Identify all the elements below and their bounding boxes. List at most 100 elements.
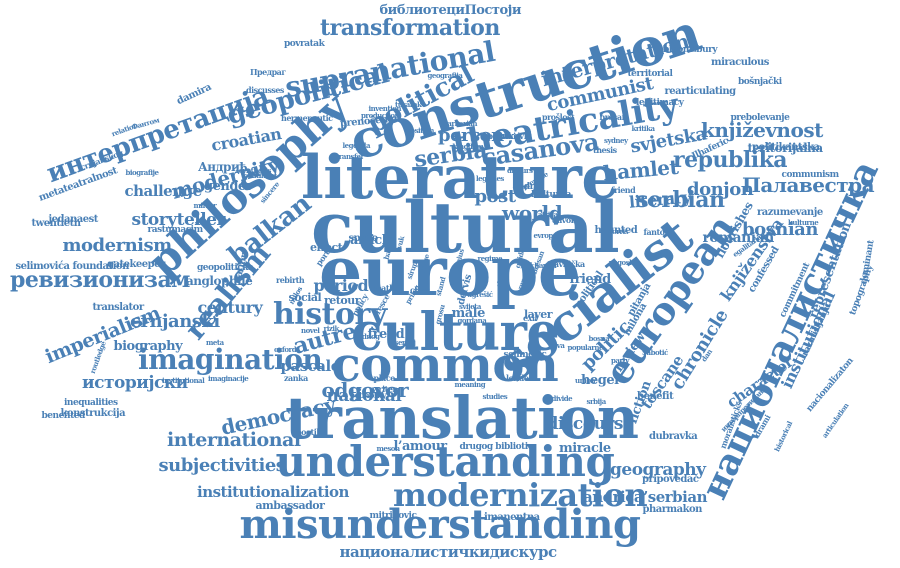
cloud-word: national — [326, 385, 402, 406]
cloud-word: Предраг — [250, 67, 286, 77]
cloud-word: retour — [324, 293, 361, 307]
cloud-word: world — [502, 201, 563, 225]
cloud-word: effect — [310, 240, 343, 254]
cloud-word: subjectivities — [158, 455, 286, 476]
cloud-word: teritorijalna — [747, 141, 824, 155]
cloud-word: tusarak — [395, 99, 422, 109]
cloud-word: imagination — [138, 343, 323, 376]
cloud-word: transfer — [336, 151, 364, 161]
cloud-word: bresan — [599, 112, 628, 122]
cloud-word: sergej — [394, 337, 416, 347]
cloud-word: meaning — [454, 379, 486, 389]
cloud-word: production — [361, 110, 400, 120]
cloud-word: transformation — [320, 15, 500, 41]
cloud-word: communism — [781, 169, 840, 180]
cloud-word: историјски — [82, 372, 188, 393]
cloud-word: london — [506, 373, 534, 383]
cloud-word: union — [575, 375, 596, 385]
cloud-word: challenge — [124, 181, 203, 200]
cloud-word: synthesis — [239, 165, 271, 175]
cloud-word: diskurs — [507, 165, 533, 175]
cloud-word: benefited — [41, 410, 86, 421]
cloud-word: ревизионизам — [10, 267, 190, 293]
cloud-word: prebolevanje — [730, 112, 790, 123]
cloud-word: legacies — [476, 173, 504, 183]
cloud-word: class — [410, 285, 430, 295]
cloud-word: place — [373, 373, 396, 383]
cloud-word: bošnjački — [738, 76, 782, 87]
cloud-word: literature — [301, 143, 620, 213]
cloud-word: kingdom — [452, 141, 484, 151]
cloud-word: inequalities — [64, 397, 118, 408]
cloud-word: drugog bibliotic — [459, 441, 534, 452]
cloud-word: Андрић — [198, 160, 248, 174]
cloud-word: ugrešić — [467, 289, 493, 299]
cloud-word: person — [438, 125, 504, 146]
cloud-word: common — [331, 337, 559, 393]
cloud-word: rizik — [323, 323, 340, 333]
cloud-word: writer — [372, 384, 397, 394]
cloud-word: continent — [243, 170, 278, 180]
cloud-word: kulturne — [788, 217, 819, 227]
cloud-word: territorial — [627, 68, 673, 79]
cloud-word: biografije — [125, 167, 160, 177]
cloud-word: odgovor — [321, 378, 409, 402]
cloud-word: novel — [301, 325, 320, 335]
cloud-word: travnička — [547, 259, 585, 269]
cloud-word: romanian — [702, 230, 775, 246]
cloud-word: andrić — [512, 181, 543, 192]
cloud-word: националистичкидискурс — [339, 542, 558, 561]
cloud-word: petrović — [487, 131, 521, 141]
cloud-word: jednog — [356, 331, 380, 341]
cloud-word: institutionalization — [197, 482, 349, 501]
cloud-word: srbija — [586, 396, 607, 406]
cloud-word: party — [611, 355, 629, 365]
cloud-word: discusses — [246, 85, 284, 95]
cloud-word: articulation — [819, 400, 851, 440]
cloud-word: international — [167, 428, 301, 451]
cloud-word: kulturna — [531, 189, 572, 200]
cloud-word: l’amour — [393, 438, 448, 454]
cloud-word: Палавестра — [742, 173, 875, 197]
cloud-word: period — [313, 276, 369, 295]
cloud-word: layer — [524, 307, 553, 321]
cloud-word: gordana — [457, 315, 487, 325]
cloud-word: africa — [538, 209, 558, 219]
cloud-word: europe — [319, 232, 581, 312]
cloud-word: politikantska — [752, 142, 820, 153]
cloud-word: selimovića foundation — [15, 261, 130, 272]
cloud-word: chapter — [530, 260, 558, 270]
cloud-word: serbian — [636, 187, 725, 213]
cloud-word: bosna — [588, 333, 610, 343]
cloud-word: prošlost — [542, 112, 575, 122]
cloud-word: regime — [477, 253, 503, 263]
cloud-word: space — [348, 233, 379, 244]
cloud-word: kritika — [631, 123, 655, 133]
cloud-word: selimovic — [503, 349, 547, 360]
cloud-word: Šabotić — [642, 347, 668, 357]
cloud-word: friend — [569, 271, 612, 287]
cloud-word: miraculous — [711, 57, 769, 68]
cloud-word: bosnian — [742, 219, 818, 240]
cloud-word: dubravka — [649, 431, 698, 442]
cloud-word: zanka — [284, 373, 308, 383]
cloud-word: crnjanski — [130, 311, 220, 332]
cloud-word: haunted — [594, 225, 638, 236]
cloud-word: библиотециПостоји — [379, 2, 522, 18]
cloud-word: norris — [607, 226, 629, 236]
cloud-word: barbarian — [443, 118, 478, 128]
cloud-word: sydney — [604, 135, 628, 145]
cloud-word: translation — [285, 384, 639, 452]
cloud-word: storyteller — [131, 209, 226, 230]
cloud-word: cultural — [311, 186, 620, 269]
cloud-word: mirror — [193, 200, 217, 210]
cloud-word: razumevanje — [757, 207, 823, 218]
cloud-word: geography — [610, 459, 706, 480]
cloud-word: economy — [350, 390, 387, 400]
cloud-word: gatekeeper — [107, 259, 165, 270]
cloud-word: translator — [92, 302, 145, 313]
cloud-word: studies — [482, 391, 508, 401]
cloud-word: republika — [673, 147, 788, 173]
cloud-word: anglophile — [186, 274, 253, 288]
